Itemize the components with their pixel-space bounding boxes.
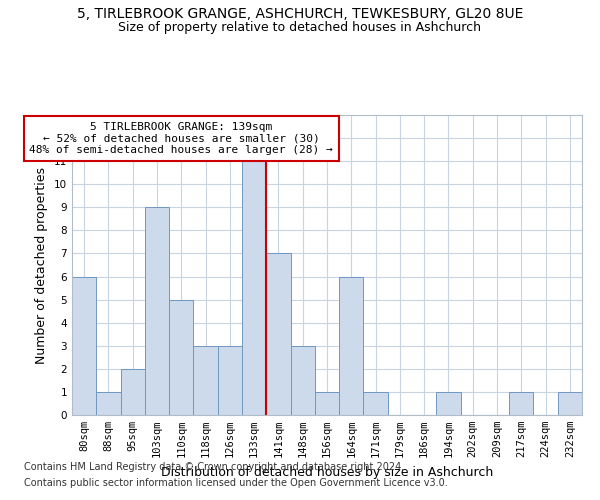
Bar <box>339 276 364 415</box>
Bar <box>96 392 121 415</box>
Bar <box>72 276 96 415</box>
X-axis label: Distribution of detached houses by size in Ashchurch: Distribution of detached houses by size … <box>161 466 493 478</box>
Bar <box>266 254 290 415</box>
Bar <box>509 392 533 415</box>
Bar <box>436 392 461 415</box>
Bar <box>193 346 218 415</box>
Text: Size of property relative to detached houses in Ashchurch: Size of property relative to detached ho… <box>119 21 482 34</box>
Bar <box>121 369 145 415</box>
Bar <box>315 392 339 415</box>
Y-axis label: Number of detached properties: Number of detached properties <box>35 166 49 364</box>
Bar <box>558 392 582 415</box>
Bar <box>242 161 266 415</box>
Text: 5 TIRLEBROOK GRANGE: 139sqm
← 52% of detached houses are smaller (30)
48% of sem: 5 TIRLEBROOK GRANGE: 139sqm ← 52% of det… <box>29 122 333 155</box>
Bar <box>169 300 193 415</box>
Bar <box>218 346 242 415</box>
Bar <box>364 392 388 415</box>
Bar <box>290 346 315 415</box>
Bar <box>145 208 169 415</box>
Text: Contains public sector information licensed under the Open Government Licence v3: Contains public sector information licen… <box>24 478 448 488</box>
Text: Contains HM Land Registry data © Crown copyright and database right 2024.: Contains HM Land Registry data © Crown c… <box>24 462 404 472</box>
Text: 5, TIRLEBROOK GRANGE, ASHCHURCH, TEWKESBURY, GL20 8UE: 5, TIRLEBROOK GRANGE, ASHCHURCH, TEWKESB… <box>77 8 523 22</box>
